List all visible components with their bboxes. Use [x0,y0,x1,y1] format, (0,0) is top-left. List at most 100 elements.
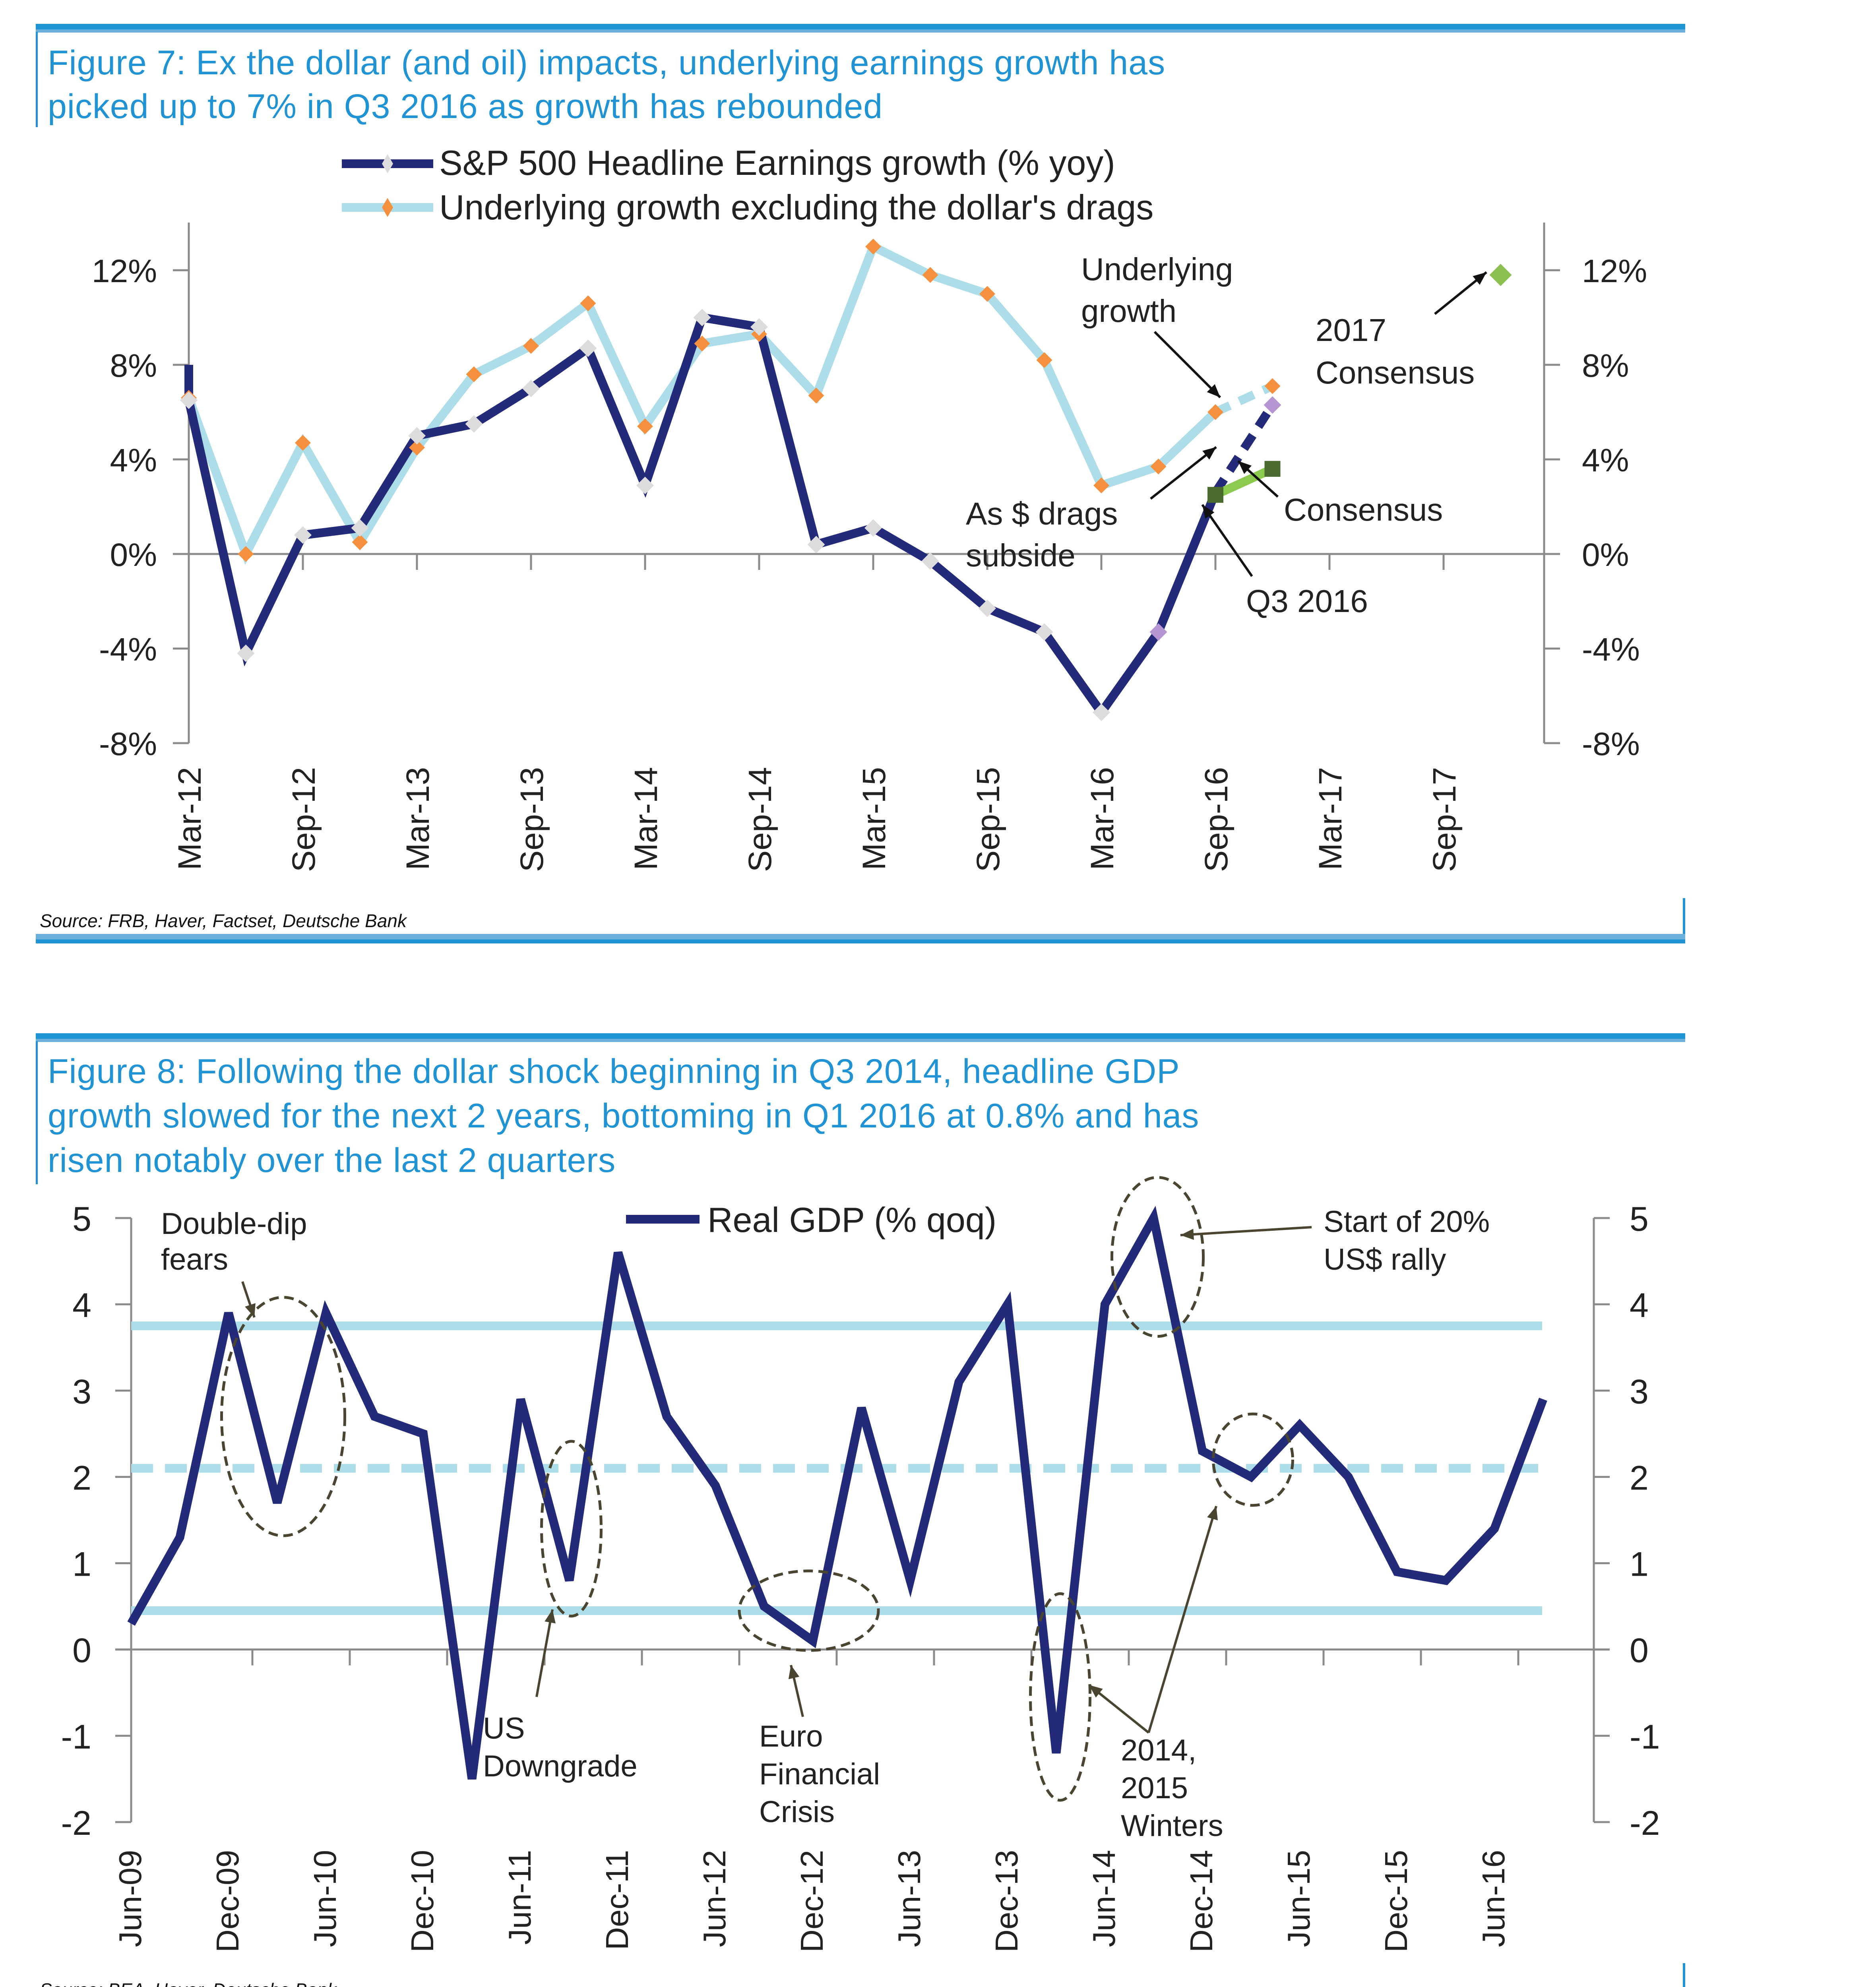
x-tick-label: Dec-13 [989,1850,1024,1952]
figure-8: Figure 8: Following the dollar shock beg… [36,1033,1685,1987]
headline-point [1093,703,1110,721]
y-tick-label-left: 3 [72,1373,91,1411]
headline-point [864,519,882,537]
legend-marker-headline [382,154,393,173]
series-underlying-projection [1213,382,1275,416]
underlying-point [922,267,938,283]
underlying-point [637,418,653,434]
annotation-double-dip-line2: fears [161,1243,228,1276]
annotation-rally-arrow-line [1180,1226,1312,1236]
annotation-rally-arrow-head [1180,1229,1194,1240]
figure-7-right-rule [1683,898,1685,934]
x-tick-label: Dec-14 [1184,1850,1219,1952]
underlying-point [1150,458,1167,474]
series-real-gdp-line [127,1206,1547,1780]
y-tick-label-left: 4% [110,442,157,478]
y-tick-label-right: -8% [1582,726,1640,762]
annotation-us-downgrade-arrow-line [535,1609,554,1697]
y-tick-label-left: 2 [72,1459,91,1497]
y-tick-label-left: 0 [72,1632,91,1670]
figure-7-source: Source: FRB, Haver, Factset, Deutsche Ba… [40,910,407,931]
x-tick-label: Mar-15 [856,767,892,870]
headline-point [522,380,540,397]
annotation-winters-arrow-b-line [1147,1506,1217,1733]
annotation-winters-arrow-a-head [1089,1685,1103,1698]
x-tick-label: Sep-13 [514,767,550,872]
annotation-euro-line3: Crisis [759,1795,835,1829]
ellipse-winters [1029,1592,1091,1802]
ellipse-start-rally [1110,1176,1205,1338]
annotation-2017-consensus-line2: Consensus [1316,355,1475,390]
underlying-point [979,286,995,302]
annotation-double-dip-arrow-head [245,1303,256,1317]
annotation-drags-line1: As $ drags [966,496,1118,531]
y-tick-label-right: -2 [1630,1804,1660,1842]
y-tick-label-right: 0 [1630,1632,1649,1670]
underlying-projection-point [1264,378,1281,394]
x-tick-label: Dec-12 [794,1850,829,1952]
y-tick-label-right: -1 [1630,1718,1660,1756]
underlying-point [352,534,368,550]
underlying-point [865,238,881,255]
annotation-consensus: Consensus [1284,492,1443,527]
series-consensus-line [1213,465,1275,499]
annotation-underlying-growth-line2: growth [1081,293,1176,329]
headline-point [1035,623,1053,641]
y-tick-label-right: 12% [1582,253,1647,289]
headline-point [180,391,198,409]
headline-point [979,599,996,617]
x-tick-label: Jun-16 [1476,1850,1511,1947]
series-headline-projection [1211,403,1276,495]
x-tick-label: Jun-09 [112,1850,148,1947]
x-tick-label: Jun-14 [1086,1850,1122,1947]
legend-label-gdp: Real GDP (% qoq) [707,1200,996,1239]
ellipse-winters-2 [1212,1412,1294,1507]
y-tick-label-left: -4% [99,631,157,668]
figure-7-left-rule [36,32,38,127]
annotation-2017-consensus-line1: 2017 [1316,312,1386,348]
y-tick-label-left: 4 [72,1286,91,1325]
underlying-point [409,440,425,456]
headline-point-projection [1149,623,1167,641]
figure-7-title-line-2: picked up to 7% in Q3 2016 as growth has… [48,87,883,126]
underlying-point [694,335,710,352]
underlying-point [1093,477,1109,494]
consensus-2017-point [1489,263,1512,286]
annotation-winters-line2: 2015 [1121,1771,1188,1805]
annotation-underlying-growth-arrow-head [1207,384,1220,397]
x-tick-label: Sep-17 [1426,767,1463,872]
x-tick-label: Dec-09 [210,1850,245,1952]
ellipse-us-downgrade [540,1440,603,1618]
ellipse-euro-crisis [738,1569,880,1652]
annotation-winters-line3: Winters [1121,1809,1223,1843]
figure-7-bottom-rule [36,934,1685,943]
figure-8-source: Source: BEA, Haver, Deutsche Bank [40,1979,337,1987]
x-tick-label: Dec-15 [1378,1850,1414,1952]
underlying-point [523,338,539,354]
annotation-us-downgrade-line2: Downgrade [483,1749,638,1783]
y-tick-label-left: 12% [92,253,157,289]
x-tick-label: Jun-15 [1281,1850,1316,1947]
x-tick-label: Mar-17 [1312,767,1349,870]
x-tick-label: Jun-10 [307,1850,343,1947]
headline-point [693,309,711,326]
y-tick-label-left: -1 [61,1718,91,1756]
x-tick-label: Sep-14 [742,767,778,872]
y-tick-label-right: 4% [1582,442,1629,478]
annotation-consensus-arrow-head [1238,461,1252,474]
x-tick-label: Jun-12 [697,1850,732,1947]
x-tick-label: Mar-13 [400,767,436,870]
y-tick-label-right: 4 [1630,1286,1649,1325]
annotation-euro-line2: Financial [759,1757,880,1791]
annotation-rally-line1: Start of 20% [1324,1205,1490,1239]
consensus-point [1207,487,1223,503]
annotation-underlying-growth-line1: Underlying [1081,252,1233,287]
annotation-winters-line1: 2014, [1121,1733,1196,1767]
figure-7-title-line-1: Figure 7: Ex the dollar (and oil) impact… [48,44,1166,82]
y-tick-label-right: 0% [1582,537,1629,573]
series-underlying-line [184,240,1219,565]
annotation-underlying-growth-arrow-line [1153,331,1221,399]
headline-point [750,318,768,336]
figure-8-title-line-1: Figure 8: Following the dollar shock beg… [48,1052,1180,1090]
